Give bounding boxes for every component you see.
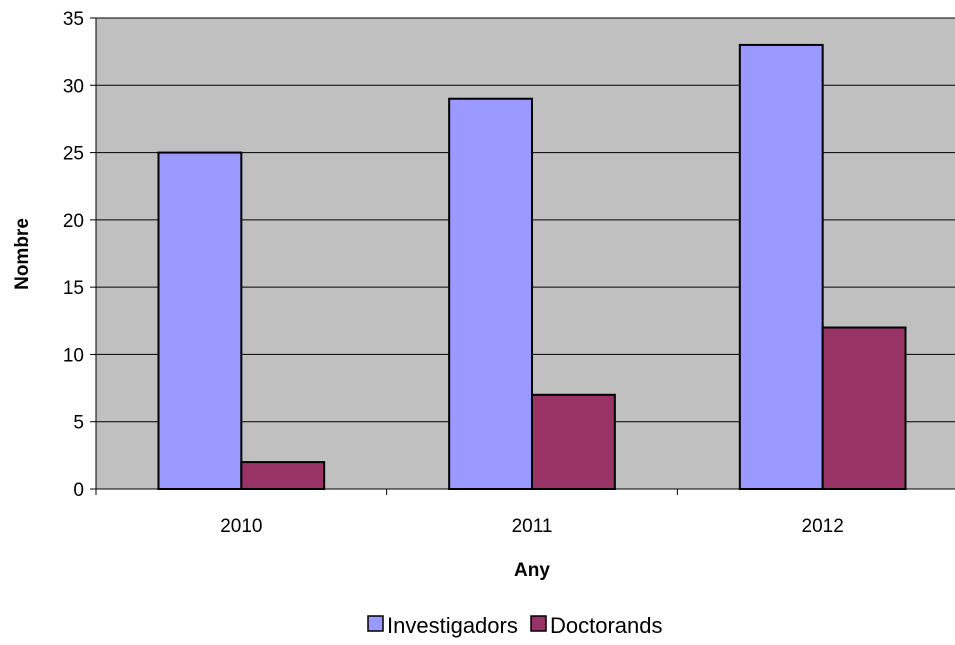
bar-investigadors-2011 xyxy=(448,97,533,490)
x-axis-title: Any xyxy=(514,560,550,581)
y-tick-labels: 0 5 10 15 20 25 30 35 xyxy=(63,9,96,501)
x-tick-labels: 2010 2011 2012 xyxy=(95,489,844,537)
legend: Investigadors Doctorands xyxy=(367,613,663,638)
y-tick-label: 20 xyxy=(63,211,84,232)
x-tick-label: 2011 xyxy=(512,516,553,537)
y-tick-label: 25 xyxy=(63,144,84,165)
x-tick-label: 2010 xyxy=(220,516,262,537)
legend-label-investigadors: Investigadors xyxy=(387,613,518,638)
legend-label-doctorands: Doctorands xyxy=(550,613,663,638)
x-tick-label: 2012 xyxy=(802,516,844,537)
y-axis-title: Nombre xyxy=(12,218,33,290)
bar-investigadors-2012 xyxy=(738,43,824,491)
y-tick-label: 10 xyxy=(63,345,84,366)
legend-swatch-doctorands xyxy=(530,615,547,632)
bar-doctorands-2012 xyxy=(821,326,907,490)
bar-investigadors-2010 xyxy=(157,151,243,490)
y-tick-label: 5 xyxy=(73,413,84,434)
bar-doctorands-2010 xyxy=(240,461,326,491)
bar-doctorands-2011 xyxy=(531,393,616,490)
legend-swatch-investigadors xyxy=(367,615,384,632)
y-tick-label: 0 xyxy=(73,480,84,501)
y-tick-label: 30 xyxy=(63,76,84,97)
axes xyxy=(95,18,955,490)
y-tick-label: 15 xyxy=(63,278,84,299)
y-tick-label: 35 xyxy=(63,9,84,30)
